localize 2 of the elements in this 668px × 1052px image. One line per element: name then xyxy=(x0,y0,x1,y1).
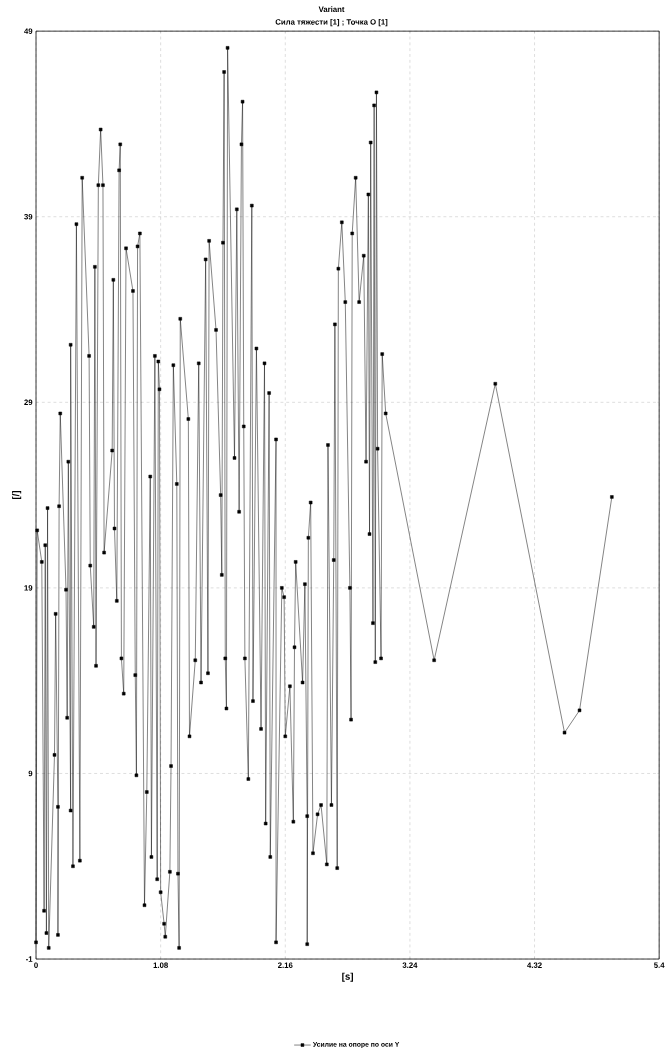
x-axis-title: [s] xyxy=(342,972,354,982)
y-axis-title: [/] xyxy=(12,491,22,500)
